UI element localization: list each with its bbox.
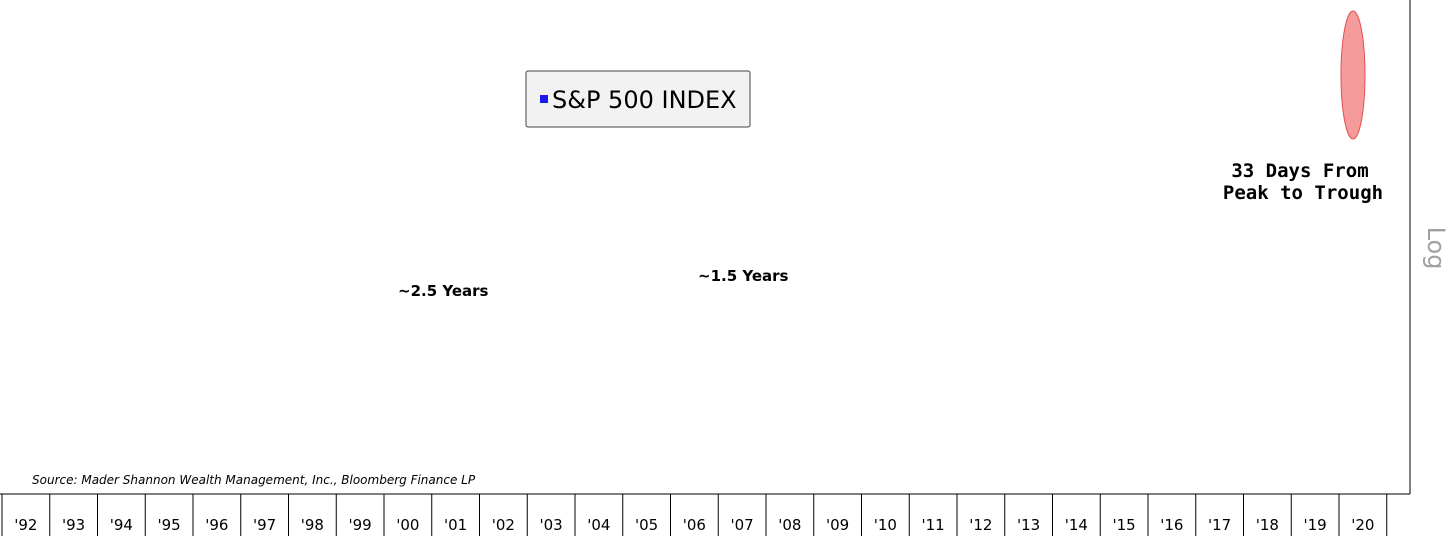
x-tick-label: '16 — [1160, 516, 1183, 534]
legend-entry: S&P 500 INDEX — [552, 86, 737, 114]
x-axis-ticks: '92 '93 '94 '95 '96 '97 '98 '99 '00 '01 '02 '03 '04 '… — [1, 494, 1388, 536]
x-tick-label: '00 — [396, 516, 419, 534]
x-tick-label: '04 — [587, 516, 610, 534]
legend-box — [525, 70, 751, 128]
x-tick-label: '12 — [969, 516, 992, 534]
x-tick-label: '13 — [1017, 516, 1040, 534]
x-tick-label: '14 — [1065, 516, 1088, 534]
x-tick-label: '92 — [14, 516, 37, 534]
annotation-1-5-years: ~1.5 Years — [698, 267, 789, 285]
x-tick-label: '05 — [635, 516, 658, 534]
x-tick-label: '01 — [444, 516, 467, 534]
annotation-33-days-line2: Peak to Trough — [1223, 182, 1383, 204]
x-tick-label: '18 — [1256, 516, 1279, 534]
x-tick-label: '93 — [62, 516, 85, 534]
x-tick-label: '97 — [253, 516, 276, 534]
x-tick-label: '17 — [1208, 516, 1231, 534]
x-tick-label: '20 — [1351, 516, 1374, 534]
x-tick-label: '98 — [301, 516, 324, 534]
x-tick-label: '96 — [205, 516, 228, 534]
x-tick-label: '10 — [874, 516, 897, 534]
x-tick-label: '19 — [1304, 516, 1327, 534]
x-tick-label: '02 — [492, 516, 515, 534]
x-tick-label: '94 — [110, 516, 133, 534]
x-tick-label: '03 — [540, 516, 563, 534]
x-tick-label: '11 — [922, 516, 945, 534]
source-note: Source: Mader Shannon Wealth Management,… — [32, 473, 476, 487]
legend-swatch — [540, 95, 548, 103]
x-tick-label: '99 — [349, 516, 372, 534]
legend: S&P 500 INDEX — [525, 70, 751, 128]
x-tick-label: '15 — [1113, 516, 1136, 534]
covid-highlight-ellipse — [1340, 10, 1366, 140]
log-scale-label: Log — [1422, 227, 1450, 270]
annotation-33-days-line1: 33 Days From — [1231, 160, 1368, 182]
x-tick-label: '06 — [683, 516, 706, 534]
annotation-2-5-years: ~2.5 Years — [398, 282, 489, 300]
x-tick-label: '95 — [158, 516, 181, 534]
x-tick-label: '08 — [778, 516, 801, 534]
x-tick-label: '09 — [826, 516, 849, 534]
x-tick-label: '07 — [731, 516, 754, 534]
